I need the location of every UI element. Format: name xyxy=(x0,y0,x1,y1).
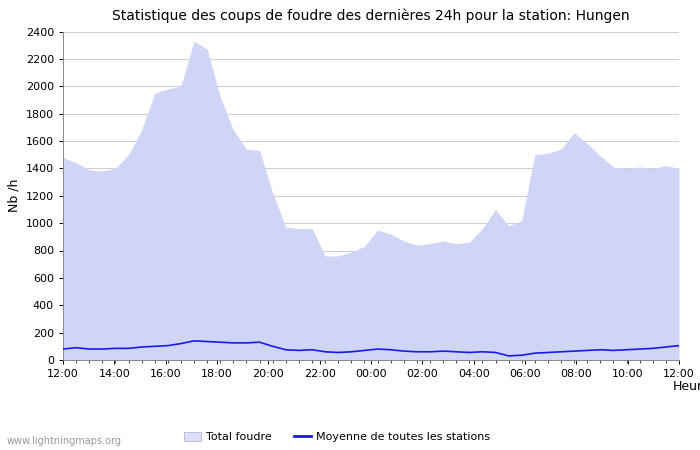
Title: Statistique des coups de foudre des dernières 24h pour la station: Hungen: Statistique des coups de foudre des dern… xyxy=(112,9,630,23)
X-axis label: Heure: Heure xyxy=(673,380,700,393)
Y-axis label: Nb /h: Nb /h xyxy=(7,179,20,212)
Text: www.lightningmaps.org: www.lightningmaps.org xyxy=(7,436,122,446)
